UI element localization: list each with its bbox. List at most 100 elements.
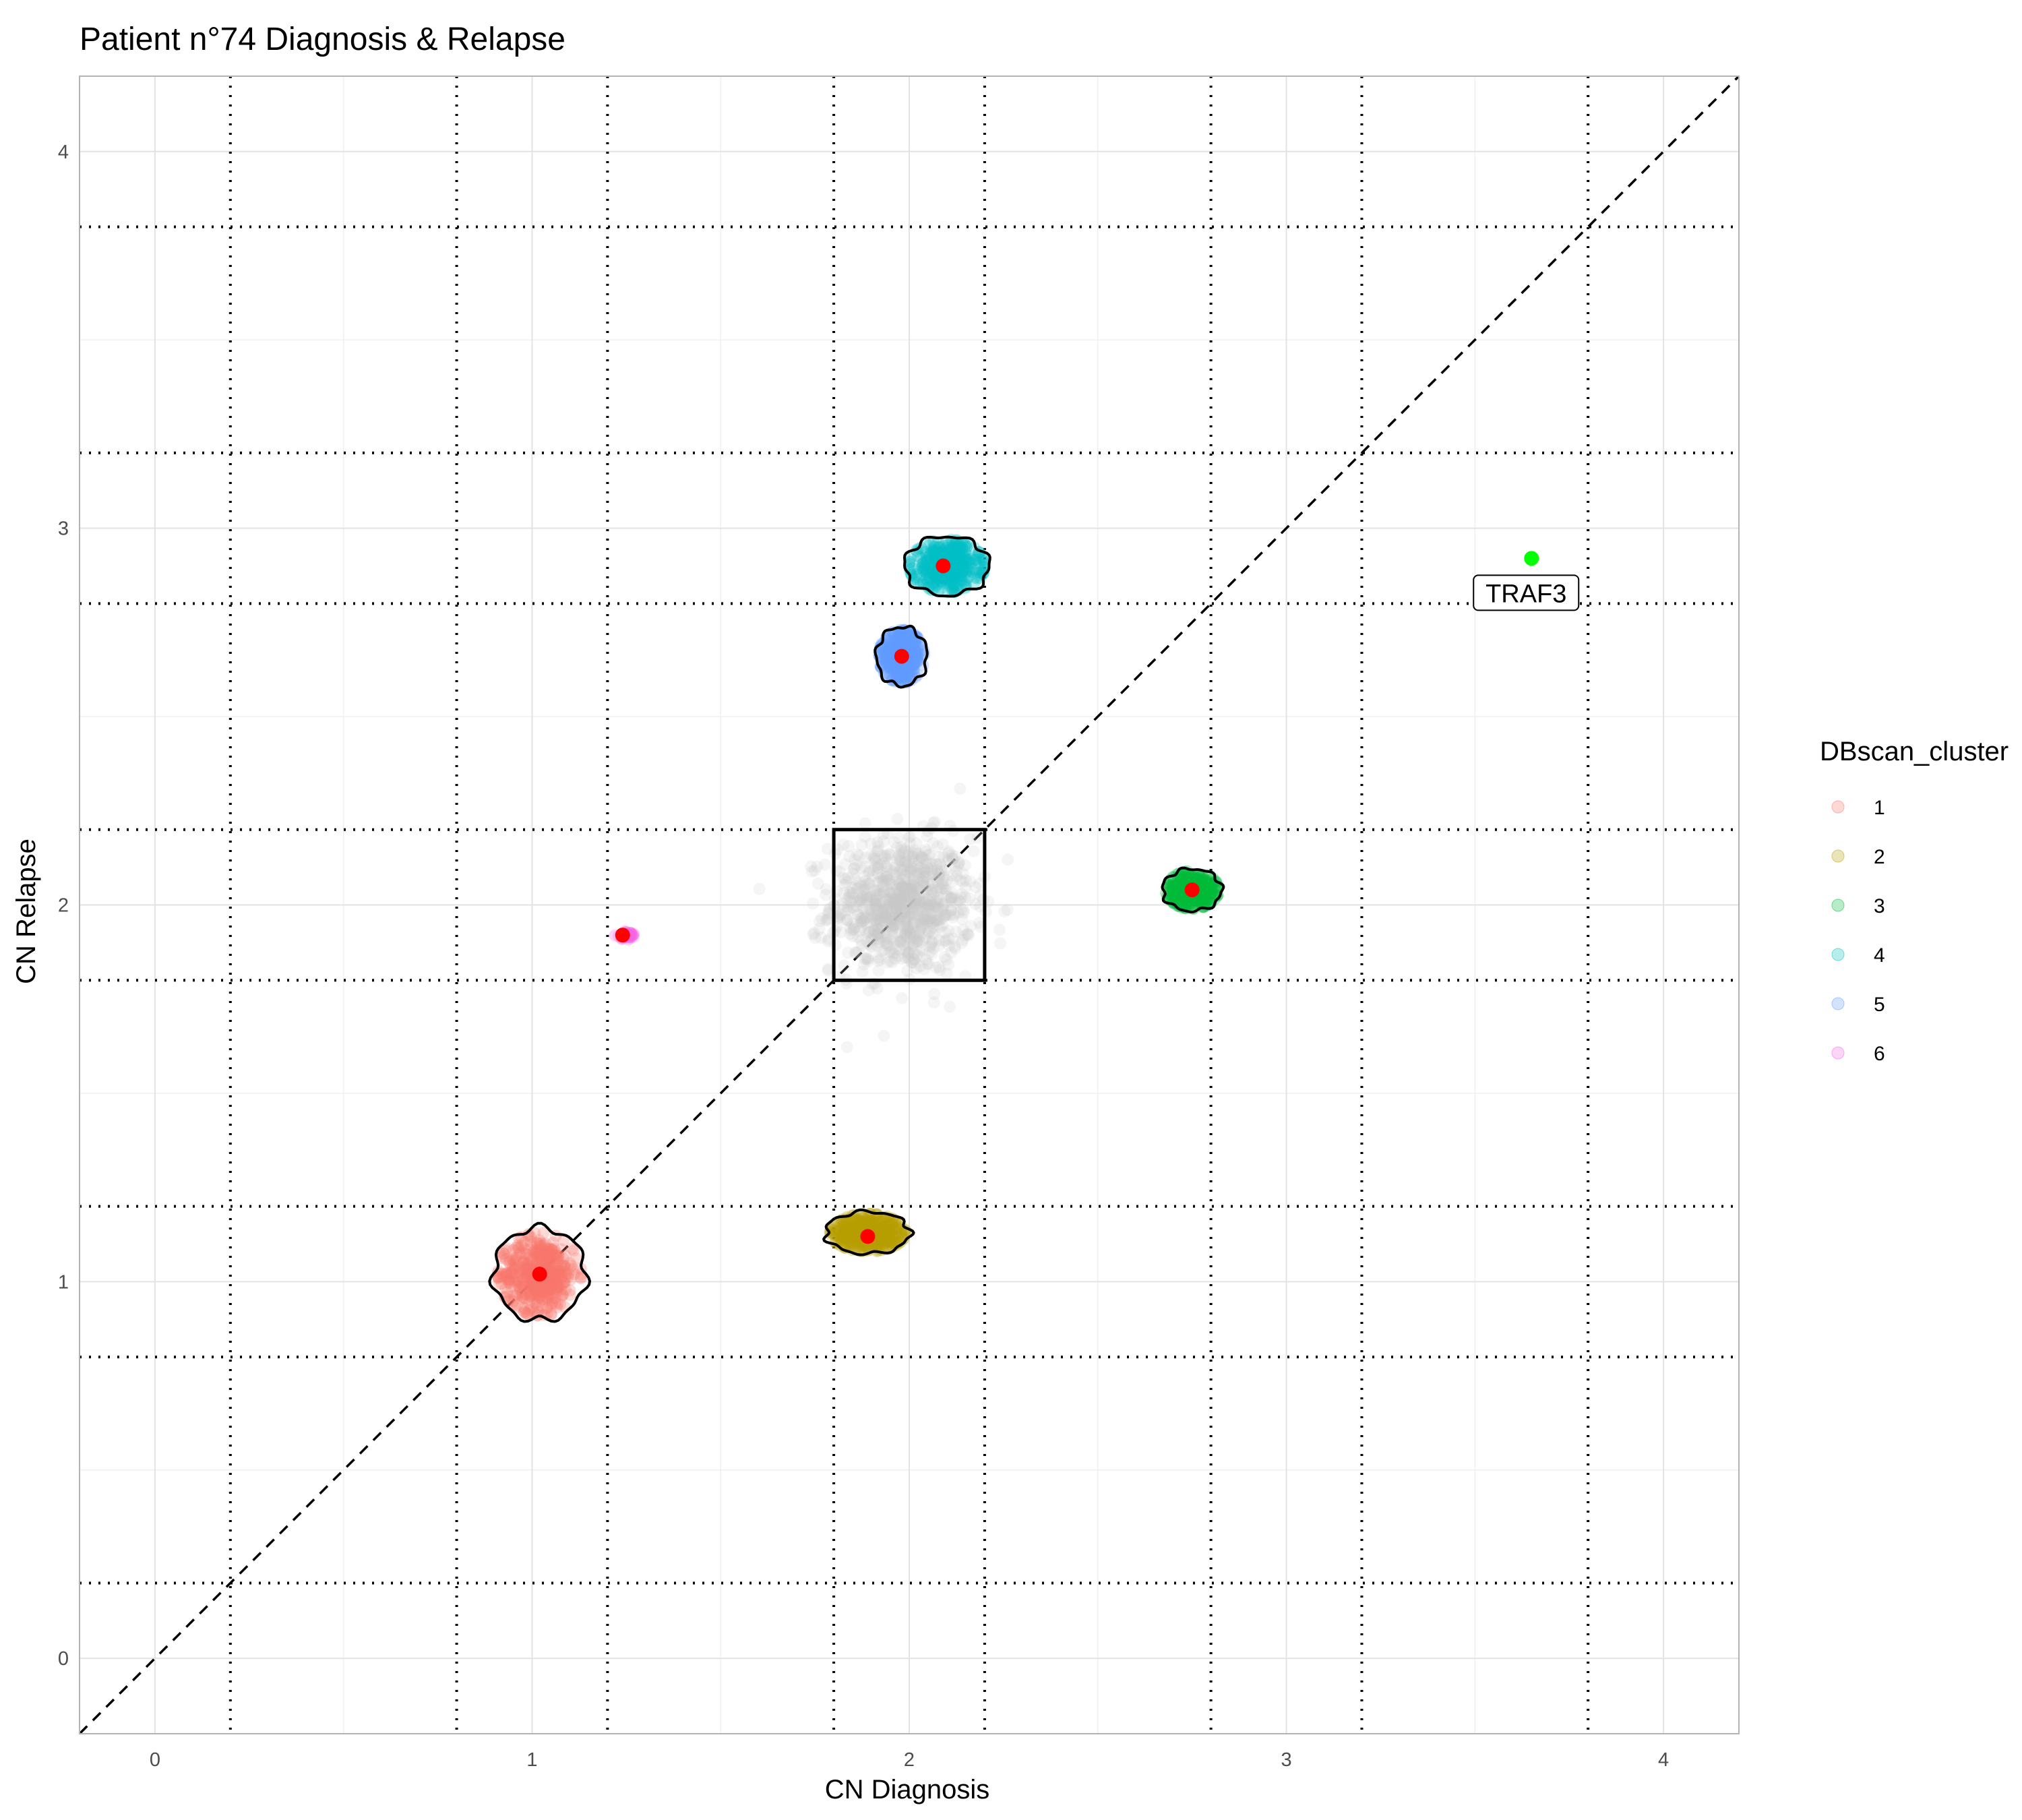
cluster-1-point <box>520 1263 532 1276</box>
neutral-point <box>904 926 917 939</box>
cluster-1-point <box>522 1243 535 1256</box>
cluster-1-point <box>557 1252 570 1265</box>
cluster-1-point <box>531 1295 544 1308</box>
neutral-point <box>893 943 906 956</box>
cluster-1-point <box>544 1277 557 1290</box>
cluster-1-point <box>492 1271 505 1284</box>
neutral-point <box>941 890 954 903</box>
neutral-point <box>813 923 826 936</box>
cluster-2-point <box>873 1225 886 1238</box>
neutral-point <box>862 937 875 950</box>
neutral-point <box>919 932 931 944</box>
cluster-1-point <box>512 1270 525 1283</box>
neutral-point <box>946 911 959 924</box>
cluster-1-point <box>552 1265 565 1277</box>
neutral-point <box>871 909 884 921</box>
neutral-point <box>858 879 871 892</box>
neutral-point <box>836 872 849 884</box>
traf3-point <box>1524 551 1539 566</box>
neutral-point <box>881 939 894 952</box>
neutral-point <box>838 886 851 899</box>
neutral-point <box>907 953 920 966</box>
neutral-point <box>882 939 895 952</box>
neutral-point <box>820 883 832 896</box>
neutral-point <box>907 878 919 891</box>
neutral-point <box>820 888 832 901</box>
neutral-point <box>899 922 912 935</box>
neutral-point <box>884 921 897 934</box>
neutral-point <box>866 933 879 946</box>
neutral-point <box>894 861 907 874</box>
neutral-point <box>929 914 942 927</box>
neutral-point <box>906 883 919 896</box>
cluster-2-point <box>871 1240 884 1252</box>
neutral-point <box>958 930 971 942</box>
cluster-1-point <box>534 1285 547 1298</box>
cluster-1-point <box>552 1265 565 1277</box>
neutral-point <box>913 895 926 908</box>
neutral-point <box>876 897 889 909</box>
neutral-point <box>918 863 931 876</box>
neutral-point <box>930 858 943 871</box>
cluster-1-point <box>546 1296 559 1309</box>
cluster-1-point <box>492 1265 505 1277</box>
cluster-1-point <box>563 1256 576 1269</box>
neutral-point <box>918 897 931 909</box>
neutral-point <box>869 901 882 913</box>
neutral-point <box>853 894 865 907</box>
neutral-point <box>954 874 967 887</box>
neutral-point <box>917 919 930 932</box>
cluster-1-point <box>518 1292 531 1305</box>
neutral-point <box>907 932 919 944</box>
cluster-1-point <box>535 1281 548 1294</box>
cluster-1-point <box>520 1268 533 1281</box>
neutral-point <box>902 830 915 843</box>
neutral-point <box>858 903 871 915</box>
cluster-1-point <box>559 1271 572 1284</box>
neutral-point <box>926 876 939 889</box>
neutral-point <box>868 909 881 921</box>
cluster-1-point <box>559 1249 572 1262</box>
neutral-point <box>955 903 968 915</box>
neutral-point <box>834 909 847 921</box>
neutral-point <box>926 927 939 940</box>
neutral-point <box>962 929 975 942</box>
neutral-point <box>890 907 902 919</box>
neutral-point <box>896 934 909 946</box>
neutral-point <box>888 919 900 932</box>
cluster-2-point <box>873 1229 886 1242</box>
neutral-point <box>886 919 898 932</box>
neutral-point <box>909 888 921 901</box>
cluster-1-point <box>557 1276 570 1289</box>
neutral-point <box>852 909 865 921</box>
neutral-point <box>822 933 835 946</box>
neutral-point <box>870 909 883 922</box>
neutral-point <box>841 904 854 917</box>
cluster-1-point <box>542 1246 555 1258</box>
neutral-point <box>908 880 921 892</box>
x-tick-label: 3 <box>1281 1749 1291 1771</box>
neutral-point <box>907 862 919 875</box>
neutral-point <box>807 927 820 940</box>
neutral-point <box>852 931 865 944</box>
neutral-point <box>926 884 939 897</box>
neutral-point <box>898 906 911 919</box>
neutral-point <box>876 905 889 918</box>
neutral-point <box>898 842 911 855</box>
neutral-point <box>911 933 924 946</box>
neutral-point <box>967 845 980 857</box>
neutral-point <box>899 856 912 869</box>
neutral-point <box>868 929 881 942</box>
neutral-point <box>884 877 896 890</box>
cluster-1-point <box>549 1249 562 1262</box>
neutral-point <box>911 899 923 911</box>
neutral-point <box>867 917 880 930</box>
neutral-point <box>836 897 849 910</box>
neutral-point <box>890 897 903 909</box>
neutral-point <box>885 886 898 899</box>
neutral-point <box>923 901 936 913</box>
neutral-point <box>902 920 915 933</box>
cluster-2-point <box>894 1236 907 1248</box>
cluster-1-point <box>506 1261 519 1274</box>
neutral-point <box>917 870 929 883</box>
